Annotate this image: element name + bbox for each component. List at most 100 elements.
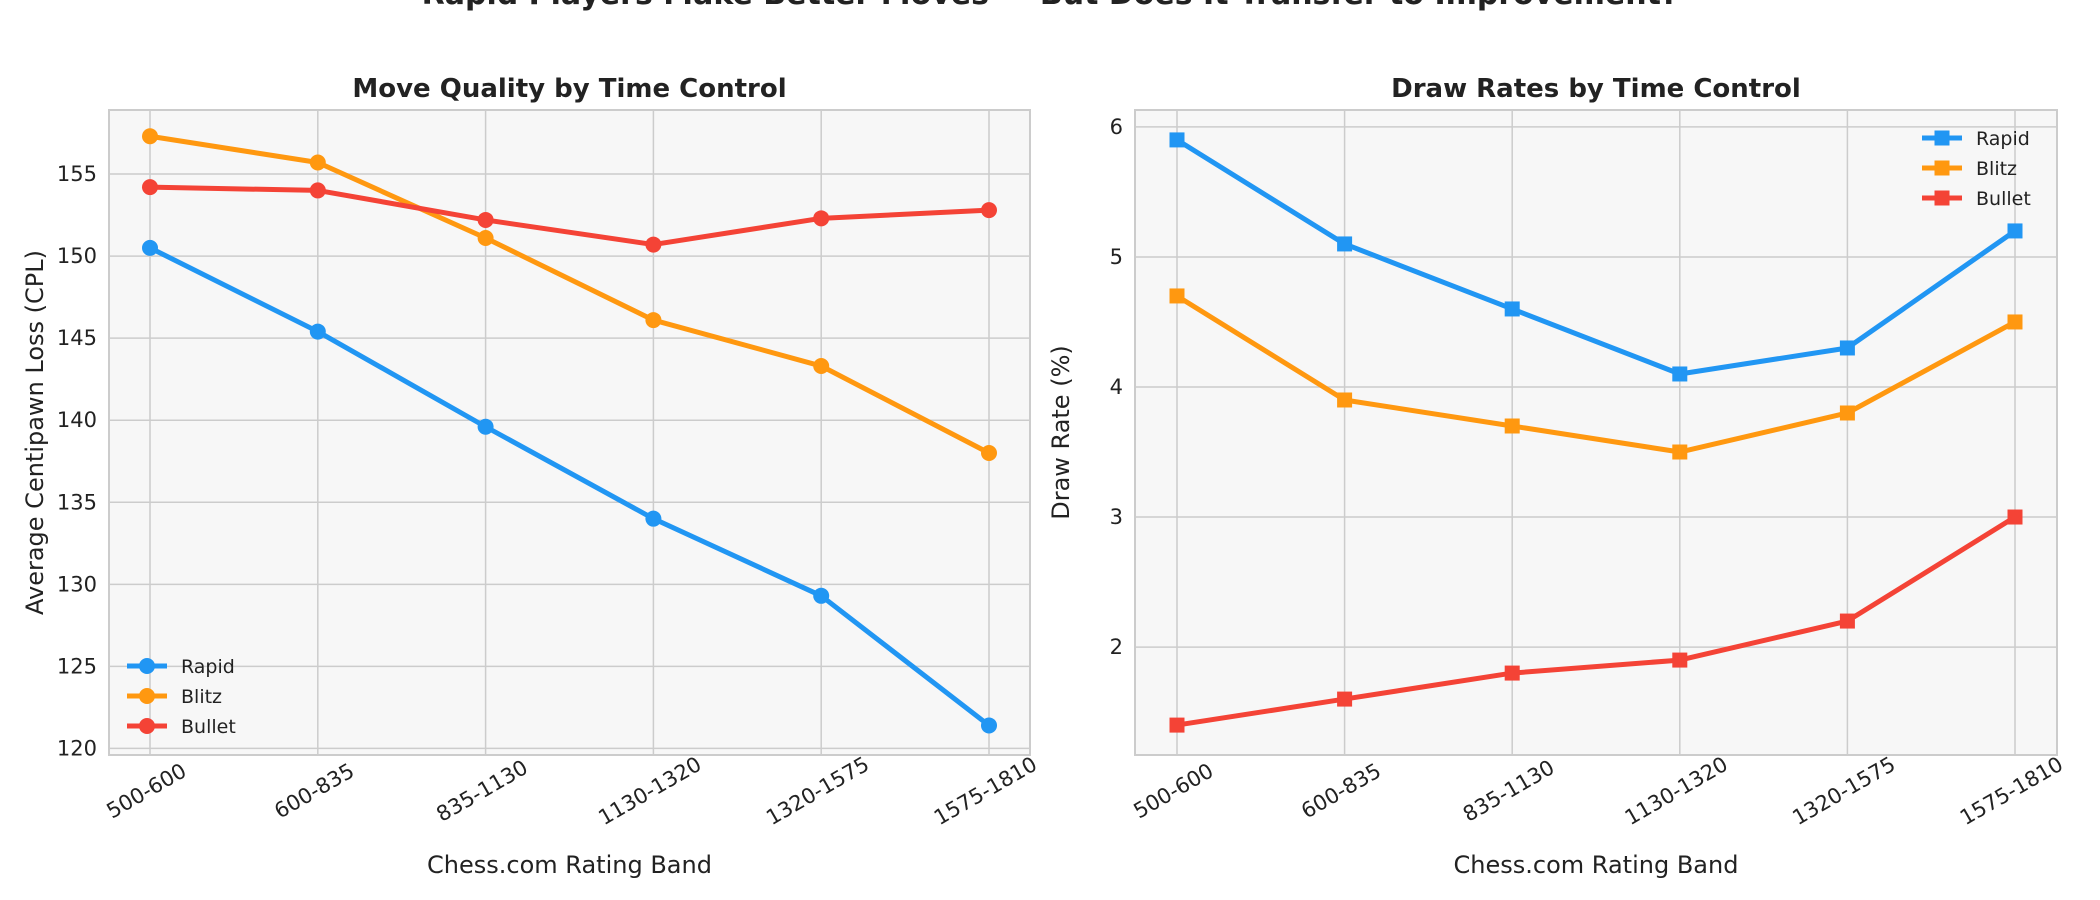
cpl-point-blitz	[309, 154, 326, 171]
cpl-line-rapid	[147, 245, 992, 728]
draw-point-bullet	[1672, 652, 1688, 668]
cpl-legend-item-rapid: Rapid	[127, 656, 235, 678]
cpl-point-rapid	[477, 418, 494, 435]
cpl-point-bullet	[309, 182, 326, 199]
figure-suptitle: Rapid Players Make Better Moves — But Do…	[422, 0, 1679, 12]
draw-point-bullet	[1504, 665, 1520, 681]
cpl-x-tick-label: 835-1130	[432, 755, 532, 826]
cpl-legend-item-bullet: Bullet	[127, 716, 236, 738]
cpl-x-tick-label: 1575-1810	[930, 752, 1041, 830]
cpl-x-tick-label: 1320-1575	[762, 752, 873, 830]
draw-point-rapid	[1169, 132, 1185, 148]
cpl-x-tick-label: 500-600	[103, 759, 191, 824]
draw-legend-label: Blitz	[1976, 158, 2017, 180]
cpl-legend-label: Blitz	[181, 686, 222, 708]
draw-chart-title: Draw Rates by Time Control	[1391, 74, 1801, 104]
cpl-point-blitz	[645, 312, 662, 329]
cpl-point-bullet	[813, 210, 830, 227]
draw-point-bullet	[1169, 717, 1185, 733]
cpl-legend-swatch-marker	[139, 688, 155, 704]
draw-y-tick-label: 4	[1110, 375, 1123, 399]
cpl-point-rapid	[981, 717, 997, 734]
cpl-line-bullet	[147, 184, 992, 248]
draw-line-blitz	[1174, 293, 2018, 455]
cpl-y-tick-label: 120	[57, 736, 97, 760]
cpl-y-tick-label: 150	[57, 244, 97, 268]
draw-x-tick-label: 600-835	[1297, 759, 1385, 824]
draw-legend-swatch-marker	[1934, 160, 1950, 176]
cpl-legend: Rapid Blitz Bullet	[127, 656, 236, 738]
draw-point-blitz	[1839, 405, 1855, 421]
draw-legend-item-bullet: Bullet	[1922, 188, 2031, 210]
cpl-y-tick-label: 145	[57, 326, 97, 350]
draw-point-bullet	[1337, 691, 1353, 707]
draw-line-rapid	[1174, 137, 2018, 377]
cpl-legend-label: Bullet	[181, 716, 236, 738]
cpl-point-blitz	[477, 230, 494, 247]
draw-x-tick-label: 500-600	[1130, 759, 1218, 824]
draw-y-tick-label: 3	[1110, 505, 1123, 529]
cpl-y-tick-label: 130	[57, 572, 97, 596]
draw-plot-area	[1135, 110, 2057, 755]
cpl-line-blitz	[147, 133, 992, 456]
cpl-point-bullet	[981, 202, 997, 219]
draw-point-blitz	[1169, 288, 1185, 304]
cpl-point-blitz	[981, 445, 997, 462]
cpl-plot-frame	[108, 109, 1031, 756]
cpl-legend-label: Rapid	[181, 656, 235, 678]
cpl-point-rapid	[813, 587, 830, 604]
cpl-y-tick-label: 135	[57, 490, 97, 514]
draw-y-tick-label: 2	[1110, 635, 1123, 659]
cpl-point-bullet	[477, 211, 494, 228]
cpl-y-tick-label: 125	[57, 654, 97, 678]
cpl-legend-item-blitz: Blitz	[127, 686, 222, 708]
draw-point-rapid	[1504, 301, 1520, 317]
draw-point-blitz	[1504, 418, 1520, 434]
draw-point-bullet	[1839, 613, 1855, 629]
cpl-y-tick-label: 155	[57, 162, 97, 186]
draw-point-blitz	[1672, 444, 1688, 460]
draw-point-rapid	[1839, 340, 1855, 356]
draw-x-tick-label: 1320-1575	[1788, 752, 1899, 830]
cpl-point-rapid	[645, 510, 662, 527]
draw-point-rapid	[1337, 236, 1353, 252]
draw-y-tick-label: 6	[1110, 115, 1123, 139]
draw-line-bullet	[1174, 514, 2018, 728]
draw-plot-frame	[1134, 109, 2058, 756]
draw-legend-label: Rapid	[1976, 128, 2030, 150]
cpl-y-tick-label: 140	[57, 408, 97, 432]
draw-series-bullet	[1169, 509, 2023, 733]
draw-x-tick-label: 1575-1810	[1956, 752, 2067, 830]
draw-legend-label: Bullet	[1976, 188, 2031, 210]
draw-series-rapid	[1169, 132, 2023, 382]
cpl-point-rapid	[309, 323, 326, 340]
draw-y-axis-label: Draw Rate (%)	[1047, 345, 1075, 520]
cpl-legend-swatch-marker	[139, 718, 155, 734]
draw-point-rapid	[2007, 223, 2023, 239]
draw-point-blitz	[2007, 314, 2023, 330]
draw-x-tick-label: 1130-1320	[1621, 752, 1732, 830]
cpl-point-bullet	[142, 179, 158, 196]
draw-y-tick-label: 5	[1110, 245, 1123, 269]
cpl-x-tick-label: 600-835	[270, 759, 358, 824]
cpl-series-rapid	[142, 239, 997, 734]
draw-legend-swatch-marker	[1934, 130, 1950, 146]
draw-legend-item-blitz: Blitz	[1922, 158, 2017, 180]
draw-point-blitz	[1337, 392, 1353, 408]
cpl-x-tick-label: 1130-1320	[594, 752, 705, 830]
cpl-point-rapid	[142, 239, 158, 256]
cpl-series-blitz	[142, 128, 997, 462]
cpl-x-axis-label: Chess.com Rating Band	[427, 851, 712, 879]
cpl-point-blitz	[813, 358, 830, 375]
cpl-plot-area	[109, 110, 1030, 755]
draw-x-axis-label: Chess.com Rating Band	[1454, 851, 1739, 879]
cpl-point-blitz	[142, 128, 158, 145]
cpl-chart-title: Move Quality by Time Control	[352, 74, 786, 104]
draw-legend-swatch-marker	[1934, 190, 1950, 206]
cpl-y-axis-label: Average Centipawn Loss (CPL)	[21, 250, 49, 615]
cpl-series-bullet	[142, 179, 997, 253]
draw-series-blitz	[1169, 288, 2023, 460]
cpl-chart-panel: 120 125 130 135 140 145 150 155 500-600 600-835 83…	[21, 74, 1041, 879]
draw-legend: Rapid Blitz Bullet	[1922, 128, 2031, 210]
cpl-legend-swatch-marker	[139, 658, 155, 674]
